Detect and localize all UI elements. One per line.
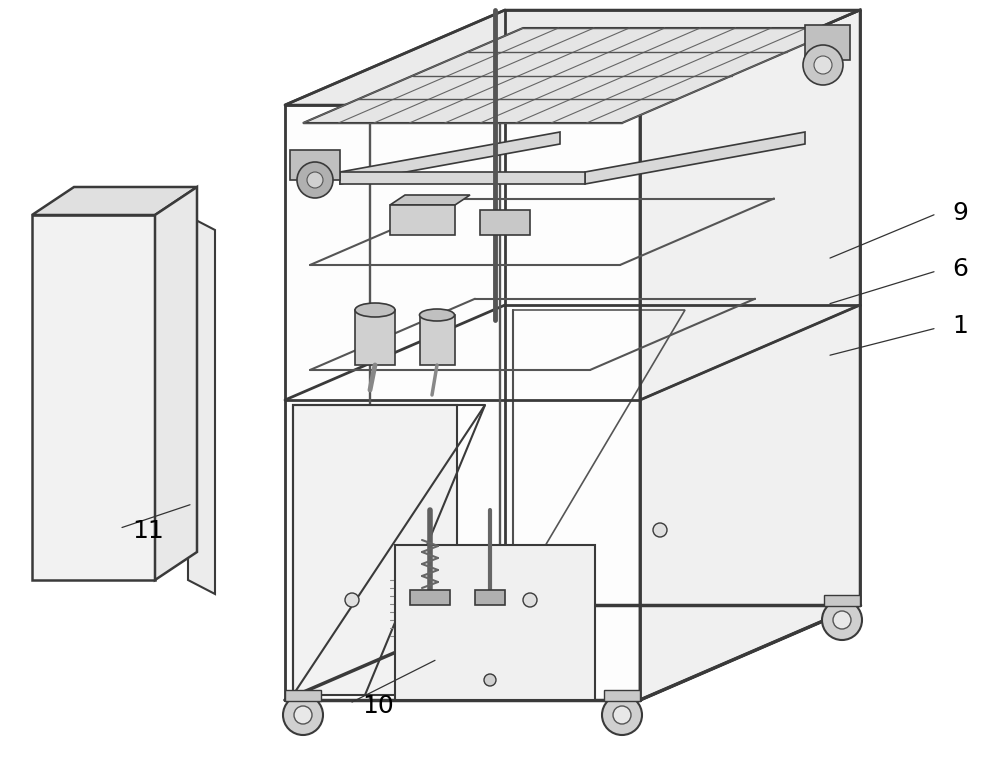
Polygon shape	[285, 10, 860, 105]
Circle shape	[803, 45, 843, 85]
Circle shape	[307, 172, 323, 188]
Polygon shape	[155, 187, 197, 580]
Polygon shape	[340, 132, 560, 184]
Polygon shape	[285, 105, 640, 700]
Polygon shape	[585, 132, 805, 184]
Polygon shape	[475, 590, 505, 605]
Polygon shape	[355, 310, 395, 365]
Polygon shape	[390, 205, 455, 235]
Polygon shape	[290, 150, 340, 180]
Polygon shape	[824, 595, 860, 606]
Circle shape	[602, 695, 642, 735]
Circle shape	[297, 162, 333, 198]
Polygon shape	[640, 10, 860, 700]
Polygon shape	[640, 10, 860, 700]
Circle shape	[613, 706, 631, 724]
Circle shape	[283, 695, 323, 735]
Text: 6: 6	[952, 257, 968, 282]
Text: 10: 10	[362, 694, 394, 718]
Text: 9: 9	[952, 200, 968, 225]
Text: 1: 1	[952, 314, 968, 339]
Polygon shape	[32, 187, 197, 215]
Polygon shape	[32, 215, 155, 580]
Circle shape	[294, 706, 312, 724]
Ellipse shape	[420, 309, 454, 321]
Circle shape	[523, 593, 537, 607]
Circle shape	[814, 56, 832, 74]
Polygon shape	[303, 28, 842, 123]
Polygon shape	[480, 210, 530, 235]
Polygon shape	[293, 405, 457, 695]
Polygon shape	[285, 690, 321, 701]
Circle shape	[484, 674, 496, 686]
Polygon shape	[188, 216, 215, 594]
Circle shape	[653, 523, 667, 537]
Polygon shape	[395, 545, 595, 700]
Polygon shape	[410, 590, 450, 605]
Polygon shape	[390, 195, 470, 205]
Circle shape	[345, 593, 359, 607]
Polygon shape	[604, 690, 640, 701]
Text: 11: 11	[132, 519, 164, 543]
Ellipse shape	[355, 303, 395, 317]
Polygon shape	[420, 315, 455, 365]
Polygon shape	[340, 172, 585, 184]
Polygon shape	[805, 25, 850, 60]
Circle shape	[822, 600, 862, 640]
Circle shape	[833, 611, 851, 629]
